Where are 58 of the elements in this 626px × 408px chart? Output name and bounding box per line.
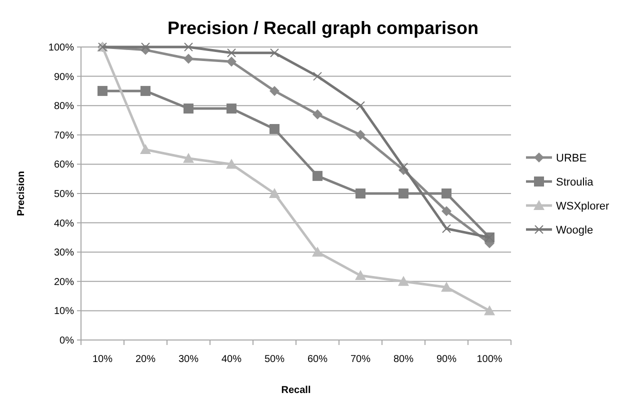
y-axis-title: Precision [16, 170, 27, 216]
point [442, 188, 452, 198]
y-tick-label: 90% [54, 72, 74, 83]
point [312, 170, 322, 181]
x-tick-label: 30% [178, 354, 199, 365]
point [183, 152, 194, 163]
point [184, 54, 194, 64]
point [184, 42, 193, 52]
y-tick-label: 30% [54, 248, 74, 259]
point [269, 188, 280, 198]
point [140, 144, 151, 154]
point [184, 104, 194, 114]
x-tick-label: 50% [264, 354, 285, 365]
legend-label: URBE [556, 152, 587, 164]
point [313, 72, 322, 81]
point [398, 188, 408, 198]
point [356, 188, 366, 198]
point [140, 86, 150, 96]
y-tick-label: 20% [54, 276, 74, 288]
point [270, 86, 280, 96]
point [484, 305, 495, 316]
x-tick-label: 40% [221, 354, 242, 365]
chart-title: Precision / Recall graph comparison [167, 18, 479, 38]
x-tick-label: 60% [307, 354, 328, 365]
point [226, 158, 237, 169]
legend-label: Stroulia [556, 176, 594, 188]
point [441, 282, 452, 292]
point [442, 224, 451, 234]
y-tick-label: 70% [54, 130, 74, 142]
legend-label: Woogle [556, 224, 594, 236]
y-tick-label: 100% [48, 42, 74, 54]
y-tick-label: 50% [54, 189, 74, 200]
point [98, 86, 108, 96]
point [312, 246, 323, 257]
point [226, 104, 236, 114]
x-tick-label: 80% [393, 354, 414, 365]
legend-label: WSXplorer [556, 200, 610, 212]
x-tick-label: 100% [476, 354, 502, 365]
y-tick-label: 80% [54, 101, 74, 112]
point [398, 276, 409, 286]
point [270, 124, 280, 134]
y-tick-label: 60% [54, 160, 74, 171]
y-tick-label: 10% [54, 306, 74, 318]
x-axis-title: Recall [281, 385, 311, 396]
point [227, 48, 236, 58]
point [442, 206, 452, 216]
x-tick-label: 20% [135, 354, 156, 365]
point [226, 56, 236, 67]
y-tick-label: 0% [60, 336, 74, 346]
point [312, 109, 322, 120]
point [270, 48, 279, 58]
x-tick-label: 70% [350, 354, 371, 365]
y-tick-label: 40% [54, 218, 74, 230]
point [141, 42, 150, 52]
x-tick-label: 90% [436, 354, 457, 365]
x-tick-label: 10% [92, 354, 113, 365]
point [355, 270, 366, 280]
point [356, 130, 366, 140]
